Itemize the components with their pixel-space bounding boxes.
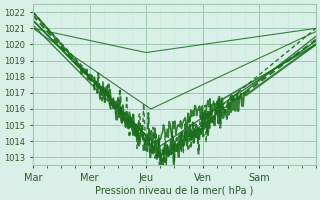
X-axis label: Pression niveau de la mer( hPa ): Pression niveau de la mer( hPa ) [95, 186, 253, 196]
